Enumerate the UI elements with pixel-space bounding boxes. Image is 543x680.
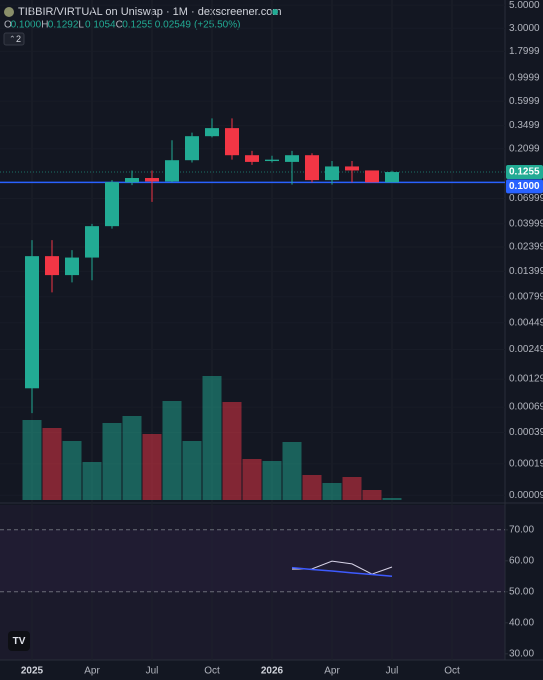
- legend-key: O: [4, 20, 12, 31]
- last-price-label: 0.1255: [509, 167, 540, 178]
- volume-bar: [62, 441, 82, 500]
- legend-key: H: [41, 20, 48, 31]
- candle-body: [125, 178, 139, 183]
- candle-body: [145, 178, 159, 182]
- candle-body: [345, 166, 359, 171]
- y-tick-label: 0.5999: [509, 96, 540, 107]
- y-tick-label: 0.002499: [509, 344, 543, 355]
- rsi-band: [0, 529, 505, 592]
- y-tick-label: 5.0000: [509, 0, 540, 11]
- candle-body: [225, 128, 239, 156]
- y-tick-label: 0.001299: [509, 374, 543, 385]
- y-tick-label: 0.0001999: [509, 458, 543, 469]
- x-tick-label: Jul: [146, 666, 159, 677]
- ohlc-legend: O0.1000 H 0.1292 L 0.1054 C 0.1255 0.02549 (+25.…: [4, 20, 240, 31]
- x-tick-label: Apr: [84, 666, 100, 677]
- y-tick-label: 3.0000: [509, 23, 540, 34]
- candle-body: [385, 172, 399, 183]
- indicator-badge[interactable]: [3, 32, 25, 46]
- y-tick-label: 0.0003999: [509, 427, 543, 438]
- x-tick-label: Apr: [324, 666, 340, 677]
- price-line-badge: [506, 179, 543, 194]
- y-tick-label: 0.9999: [509, 73, 540, 84]
- y-tick-label: 0.02399: [509, 242, 543, 253]
- volume-bar: [22, 420, 42, 500]
- volume-bar: [122, 416, 142, 500]
- legend-value: 0.1292: [48, 20, 79, 31]
- candle-body: [85, 226, 99, 258]
- legend-value: 0.1000: [11, 20, 42, 31]
- volume-bar: [82, 462, 102, 500]
- rsi-tick-label: 50.00: [509, 586, 534, 597]
- candle-body: [45, 256, 59, 276]
- rsi-panel: [0, 505, 505, 660]
- live-dot: [272, 9, 278, 15]
- legend-change-pct: (+25.50%): [194, 20, 240, 31]
- volume-bar: [302, 475, 322, 500]
- volume-bar: [182, 441, 202, 500]
- x-tick-label: Oct: [204, 666, 220, 677]
- candle-body: [205, 128, 219, 137]
- volume-bar: [202, 376, 222, 500]
- volume-bar: [142, 434, 162, 500]
- candle-body: [285, 155, 299, 162]
- volume-bar: [162, 401, 182, 500]
- rsi-trendline: [291, 566, 393, 578]
- y-tick-label: 0.00009999: [509, 490, 543, 501]
- candle-body: [325, 166, 339, 181]
- volume-bar: [342, 477, 362, 500]
- candle-body: [365, 170, 379, 183]
- x-tick-label: 2026: [261, 666, 284, 677]
- y-tick-label: 0.03999: [509, 218, 543, 229]
- y-tick-label: 0.3499: [509, 120, 540, 131]
- token-logo: [4, 7, 14, 17]
- legend-value: 0.1255: [122, 20, 153, 31]
- volume-bar: [242, 459, 262, 500]
- candle-body: [305, 155, 319, 181]
- rsi-tick-label: 30.00: [509, 648, 534, 659]
- y-tick-label: 0.06999: [509, 193, 543, 204]
- volume-bar: [282, 442, 302, 500]
- volume-bar: [262, 461, 282, 500]
- indicator-count: 2: [16, 34, 21, 44]
- volume-bar: [42, 428, 62, 500]
- y-tick-label: 0.007999: [509, 291, 543, 302]
- legend-change: 0.02549: [155, 20, 192, 31]
- y-tick-label: 1.7999: [509, 46, 540, 57]
- candle-body: [165, 160, 179, 182]
- volume-bar: [102, 423, 122, 500]
- volume-bar: [322, 483, 342, 500]
- volume-bar: [382, 498, 402, 500]
- legend-value: 0.1054: [85, 20, 116, 31]
- candle-body: [105, 182, 119, 227]
- collapse-arrow: ⌃: [9, 35, 16, 44]
- candle-body: [25, 256, 39, 389]
- y-tick-label: 0.2099: [509, 143, 540, 154]
- candle-body: [65, 257, 79, 276]
- x-tick-label: Oct: [444, 666, 460, 677]
- y-tick-label: 0.01399: [509, 266, 543, 277]
- x-tick-label: Jul: [386, 666, 399, 677]
- rsi-tick-label: 60.00: [509, 555, 534, 566]
- volume-bar: [222, 402, 242, 500]
- y-tick-label: 0.0006999: [509, 402, 543, 413]
- y-tick-label: 0.004499: [509, 317, 543, 328]
- tv-logo[interactable]: [8, 631, 30, 651]
- rsi-tick-label: 70.00: [509, 524, 534, 535]
- chart-title: TIBBIR/VIRTUAL on Uniswap · 1M · dexscre…: [18, 6, 281, 18]
- last-price-badge: [506, 165, 543, 180]
- legend-key: L: [78, 20, 84, 31]
- tv-logo-text: TV: [13, 636, 26, 647]
- candle-body: [265, 159, 279, 162]
- candle-body: [185, 136, 199, 161]
- candle-body: [245, 155, 259, 162]
- price-line-label: 0.1000: [509, 181, 540, 192]
- legend-key: C: [116, 20, 123, 31]
- rsi-tick-label: 40.00: [509, 617, 534, 628]
- x-tick-label: 2025: [21, 666, 44, 677]
- volume-bar: [362, 490, 382, 500]
